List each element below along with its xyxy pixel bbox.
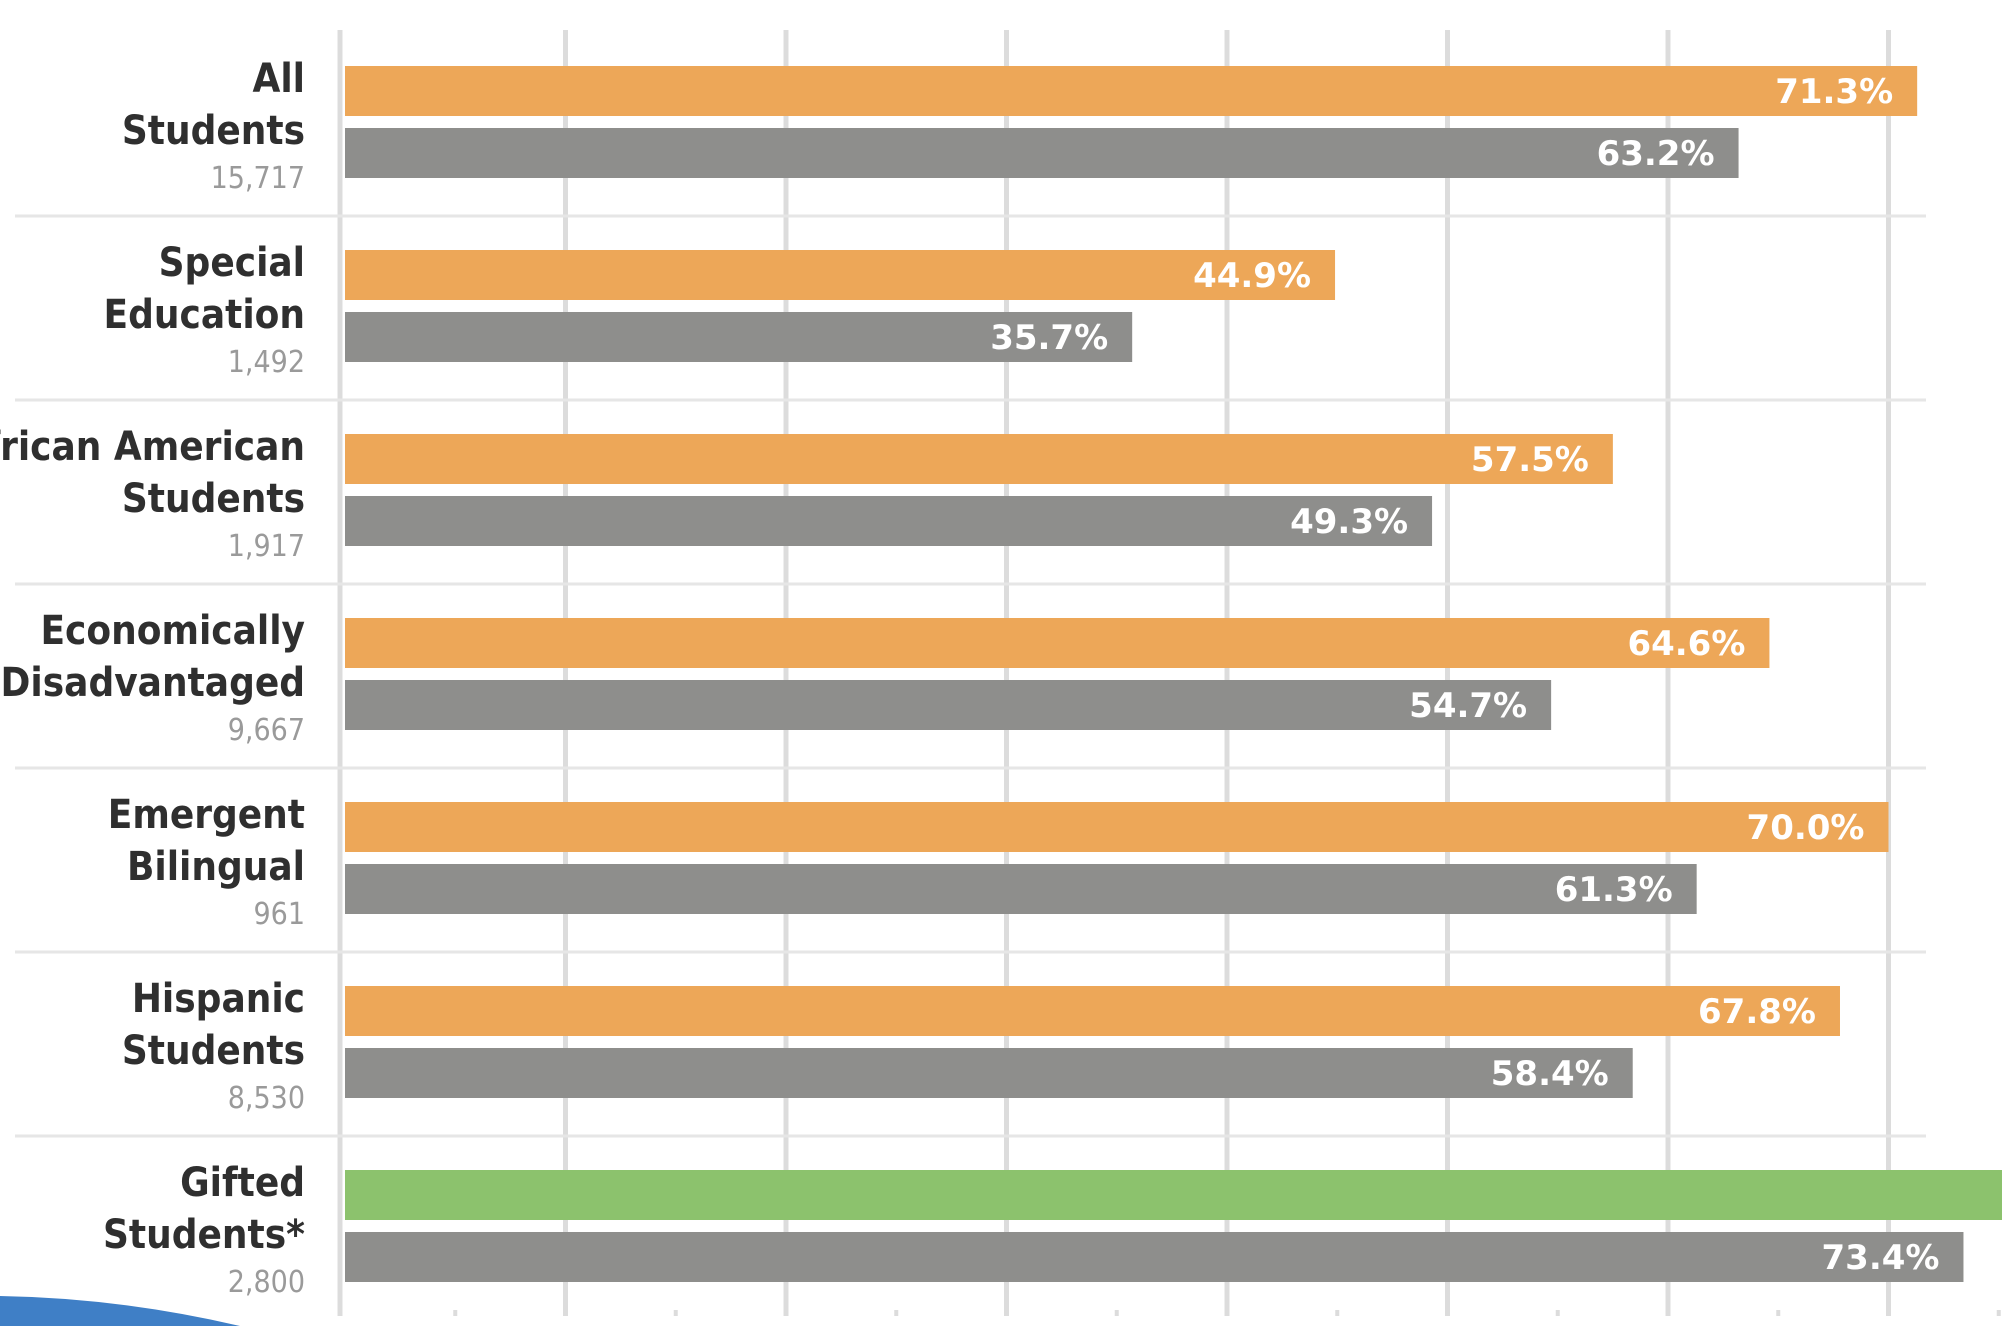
category-count: 8,530	[228, 1081, 305, 1116]
bar-value-label: 70.0%	[1747, 808, 1865, 848]
category-name: African American	[0, 424, 305, 470]
bar-value-label: 49.3%	[1290, 502, 1408, 542]
category-count: 961	[253, 897, 305, 932]
bar-primary	[345, 1170, 2002, 1220]
category-name: Disadvantaged	[1, 660, 305, 706]
bar-value-label: 54.7%	[1409, 686, 1527, 726]
category-name: Education	[104, 292, 305, 338]
bar-primary	[345, 802, 1889, 852]
category-name: Students	[122, 108, 305, 154]
bar-primary	[345, 986, 1840, 1036]
bar-primary	[345, 434, 1613, 484]
category-name: All	[253, 56, 306, 102]
bar-secondary	[345, 1048, 1633, 1098]
bar-primary	[345, 618, 1770, 668]
bar-value-label: 64.6%	[1627, 624, 1745, 664]
category-name: Students*	[103, 1212, 305, 1258]
bar-secondary	[345, 312, 1133, 362]
category-count: 1,917	[228, 529, 305, 564]
category-name: Students	[122, 476, 305, 522]
category-name: Students	[122, 1028, 305, 1074]
category-labels: All Students 15,717 Special Education 1,492 Af…	[0, 56, 305, 1300]
category-count: 1,492	[228, 345, 305, 380]
category-name: Special	[159, 240, 305, 286]
bar-value-label: 63.2%	[1597, 134, 1715, 174]
bar-primary	[345, 250, 1336, 300]
bar-value-label: 73.4%	[1822, 1238, 1940, 1278]
category-name: Economically	[40, 608, 305, 654]
category-name: Gifted	[180, 1160, 305, 1206]
category-count: 15,717	[211, 161, 305, 196]
bar-value-label: 61.3%	[1555, 870, 1673, 910]
bar-value-label: 58.4%	[1491, 1054, 1609, 1094]
bar-primary	[345, 66, 1918, 116]
corner-swoosh-decoration	[0, 1296, 240, 1326]
bar-value-label: 57.5%	[1471, 440, 1589, 480]
bar-secondary	[345, 1232, 1964, 1282]
category-name: Emergent	[108, 792, 305, 838]
bar-value-label: 35.7%	[990, 318, 1108, 358]
bar-secondary	[345, 864, 1697, 914]
category-name: Hispanic	[132, 976, 305, 1022]
bar-value-label: 44.9%	[1193, 256, 1311, 296]
category-name: Bilingual	[127, 844, 305, 890]
bar-value-label: 67.8%	[1698, 992, 1816, 1032]
grid	[15, 30, 2001, 1316]
bar-secondary	[345, 128, 1739, 178]
bar-value-label: 71.3%	[1775, 72, 1893, 112]
bar-secondary	[345, 680, 1552, 730]
bar-secondary	[345, 496, 1433, 546]
category-count: 9,667	[228, 713, 305, 748]
bars: 71.3% 63.2% 44.9% 35.7% 57.5% 49.3% 64.6% 54.7%…	[345, 66, 2002, 1282]
category-count: 2,800	[228, 1265, 305, 1300]
